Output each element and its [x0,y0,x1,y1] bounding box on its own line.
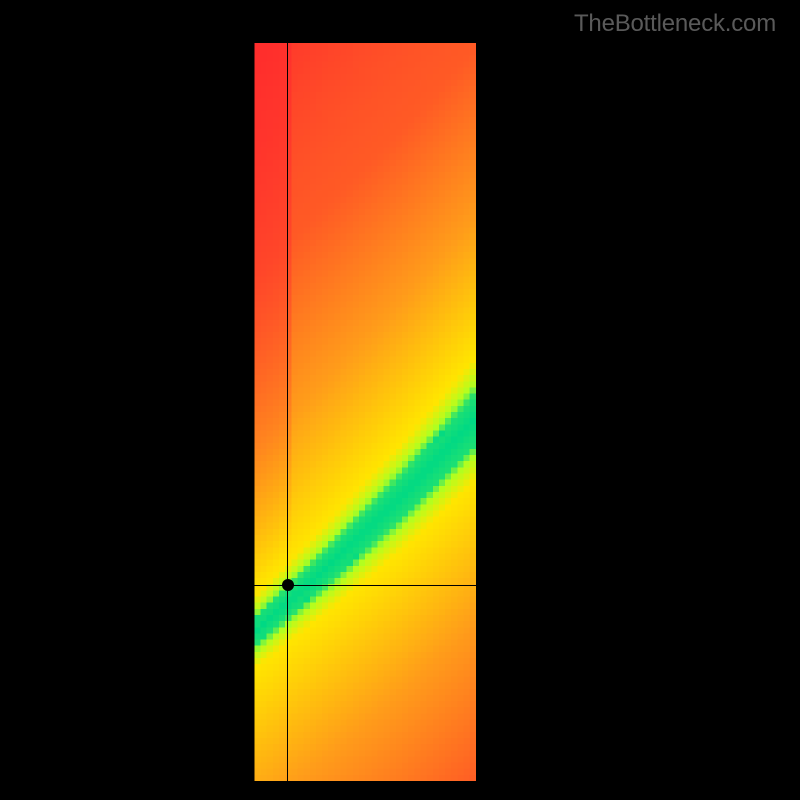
crosshair-horizontal [33,585,771,586]
crosshair-point [282,579,294,591]
bottleneck-heatmap [33,43,771,781]
crosshair-vertical [287,43,288,781]
watermark-text: TheBottleneck.com [574,10,776,38]
